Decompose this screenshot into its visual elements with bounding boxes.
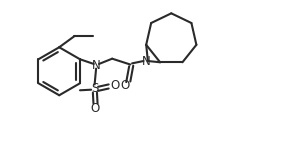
Text: O: O	[121, 79, 130, 91]
Text: S: S	[91, 82, 98, 95]
Text: N: N	[92, 59, 101, 72]
Text: O: O	[91, 102, 100, 115]
Text: N: N	[142, 54, 151, 67]
Text: O: O	[111, 79, 120, 92]
